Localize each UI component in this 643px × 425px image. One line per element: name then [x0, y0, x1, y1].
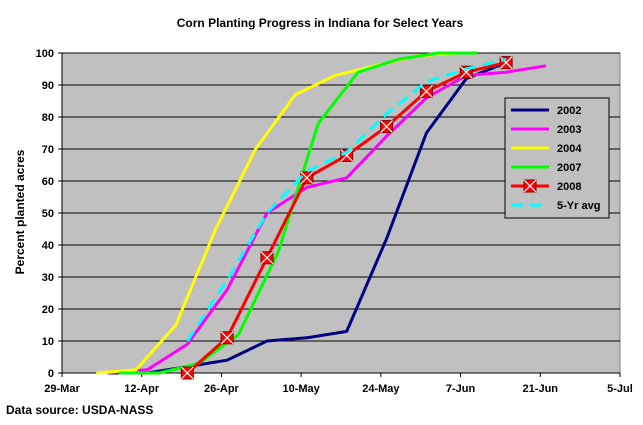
legend-label-2002: 2002 — [557, 105, 581, 117]
series-2003-line — [107, 64, 547, 375]
x-tick-label: 21-Jun — [523, 383, 559, 395]
series-2008-marker-cross — [260, 251, 274, 265]
y-axis-label: Percent planted acres — [13, 149, 27, 274]
series-2007-line — [118, 51, 478, 375]
y-tick-label: 40 — [42, 240, 54, 252]
x-tick-label: 29-Mar — [44, 383, 80, 395]
x-tick-label: 24-May — [362, 383, 400, 395]
x-tick-label: 7-Jun — [446, 383, 476, 395]
y-tick-label: 30 — [42, 272, 54, 284]
y-tick-label: 20 — [42, 304, 54, 316]
x-tick-label: 12-Apr — [124, 383, 160, 395]
series-2008-marker-cross — [380, 120, 393, 134]
series-2008-marker-cross — [300, 171, 314, 185]
legend — [504, 97, 610, 219]
x-tick-label: 26-Apr — [204, 383, 240, 395]
legend-label-2007: 2007 — [557, 162, 581, 174]
y-tick-label: 90 — [42, 80, 54, 92]
legend-marker-2008-cross — [523, 179, 537, 193]
legend-label-2004: 2004 — [557, 143, 582, 155]
legend-label-2003: 2003 — [557, 124, 581, 136]
series-5-yr-avg-line — [186, 57, 507, 342]
y-tick-label: 50 — [42, 208, 54, 220]
data-source-note: Data source: USDA-NASS — [6, 403, 153, 417]
y-tick-label: 60 — [42, 176, 54, 188]
series-2008-marker-cross — [220, 331, 234, 345]
y-tick-label: 70 — [42, 144, 54, 156]
y-tick-label: 10 — [42, 336, 54, 348]
chart-title: Corn Planting Progress in Indiana for Se… — [177, 16, 464, 30]
y-tick-label: 100 — [36, 48, 54, 60]
x-tick-label: 5-Jul — [607, 383, 633, 395]
legend-label-2008: 2008 — [557, 181, 581, 193]
series-2008-marker-cross — [340, 148, 354, 162]
series-2008-marker-cross — [419, 84, 433, 98]
x-tick-label: 10-May — [282, 383, 320, 395]
series-2008-marker-cross — [499, 56, 513, 70]
legend-label-5-yr-avg: 5-Yr avg — [557, 200, 600, 212]
y-tick-label: 0 — [48, 368, 54, 380]
series-2008-marker-cross — [180, 366, 194, 380]
y-tick-label: 80 — [42, 112, 54, 124]
